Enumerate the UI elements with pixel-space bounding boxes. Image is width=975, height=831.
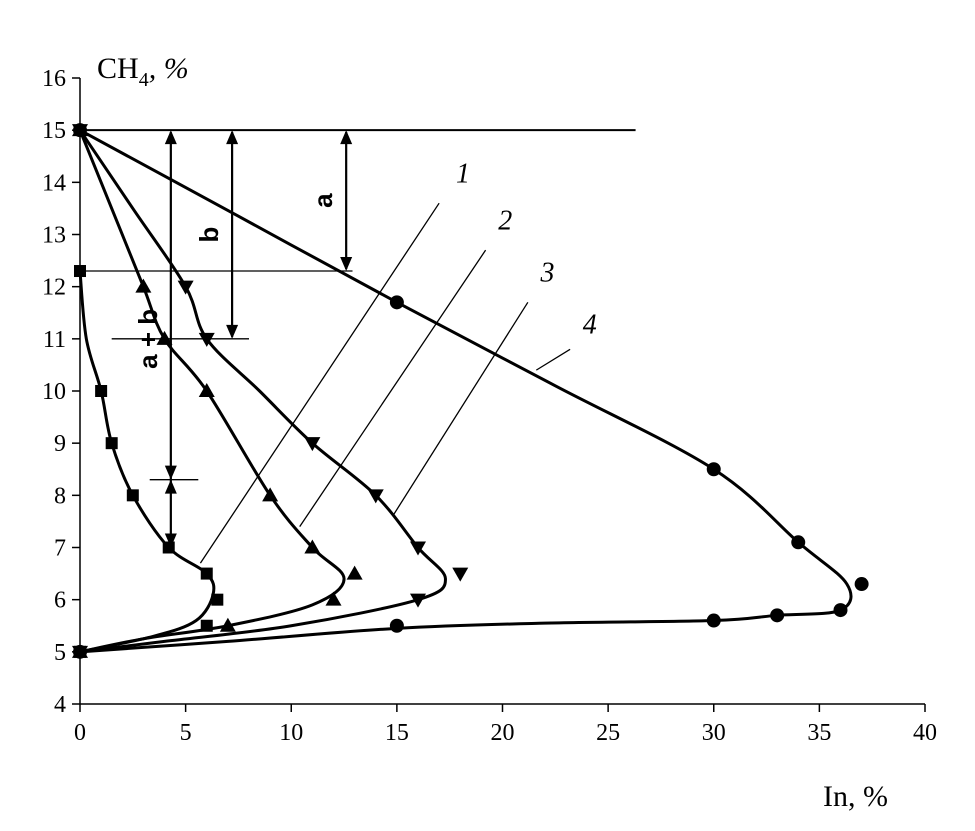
arrow-head	[164, 130, 177, 145]
arrow-head	[340, 257, 353, 272]
data-point-2	[346, 565, 363, 580]
x-tick-label: 0	[74, 720, 86, 746]
curve-label-leader	[199, 202, 440, 564]
x-tick-label: 5	[180, 720, 192, 746]
annotation-label: a + b	[133, 309, 163, 369]
data-point-2	[198, 383, 215, 397]
curve-label: 4	[583, 310, 597, 341]
data-point-3	[367, 489, 384, 504]
data-point-1	[105, 437, 118, 450]
data-point-3	[177, 280, 194, 295]
data-point-4	[833, 603, 848, 618]
data-point-1	[74, 265, 86, 278]
reference-lines	[80, 129, 636, 481]
series-line-2	[78, 128, 346, 654]
data-point-2	[325, 591, 342, 606]
data-point-1	[200, 567, 213, 580]
data-point-4	[389, 618, 404, 633]
data-point-1	[200, 619, 213, 632]
curve-label-leader	[392, 301, 529, 517]
data-point-1	[162, 541, 175, 554]
data-point-3	[410, 593, 426, 608]
y-tick-label: 4	[54, 692, 66, 718]
y-tick-label: 13	[42, 223, 66, 249]
data-point-4	[706, 462, 721, 477]
data-point-2	[262, 487, 279, 502]
y-tick-label: 15	[42, 118, 66, 144]
y-tick-label: 11	[43, 327, 66, 353]
data-point-3	[198, 332, 215, 347]
data-point-4	[770, 608, 785, 623]
arrow-head	[164, 465, 177, 480]
arrow-head	[226, 324, 239, 339]
curve-label: 3	[540, 257, 555, 288]
series-line-4	[78, 128, 853, 654]
x-tick-label: 30	[702, 720, 726, 746]
data-point-4	[706, 613, 721, 628]
curve-label: 1	[456, 158, 470, 189]
series-curves	[78, 128, 853, 654]
data-point-4	[389, 295, 404, 310]
curve-label: 2	[498, 205, 512, 236]
arrow-head	[164, 533, 177, 548]
x-tick-label: 15	[385, 720, 409, 746]
x-tick-label: 20	[491, 720, 515, 746]
arrow-head	[164, 479, 177, 494]
data-point-3	[452, 567, 469, 582]
y-axis-label: CH4, %	[97, 52, 189, 91]
y-tick-label: 7	[54, 536, 66, 562]
data-point-4	[791, 535, 806, 550]
data-point-2	[156, 330, 173, 345]
data-point-3	[410, 541, 426, 556]
curve-label-leader	[299, 249, 487, 527]
x-tick-label: 35	[807, 720, 831, 746]
annotation-label: a	[308, 193, 338, 208]
data-point-2	[304, 539, 321, 554]
y-tick-label: 9	[54, 431, 66, 457]
data-point-1	[95, 385, 108, 397]
x-axis-label: In, %	[823, 780, 888, 813]
data-point-1	[126, 489, 139, 502]
x-tick-label: 25	[596, 720, 620, 746]
data-point-1	[211, 593, 224, 606]
curve-label-leader	[535, 348, 571, 371]
data-point-4	[73, 644, 87, 659]
y-tick-label: 10	[42, 379, 66, 405]
annotations: a b a + b	[133, 130, 353, 548]
arrow-head	[340, 130, 353, 145]
y-tick-label: 14	[42, 170, 66, 196]
y-tick-label: 16	[42, 66, 66, 92]
data-point-4	[854, 577, 869, 592]
y-tick-label: 6	[54, 588, 66, 614]
annotation-label: b	[194, 227, 224, 243]
x-tick-label: 40	[913, 720, 937, 746]
y-tick-label: 5	[54, 640, 66, 666]
x-tick-label: 10	[279, 720, 303, 746]
y-tick-label: 12	[42, 275, 66, 301]
y-tick-label: 8	[54, 483, 66, 509]
data-point-2	[135, 278, 152, 293]
series-markers	[72, 122, 869, 660]
arrow-head	[226, 130, 239, 145]
data-point-2	[219, 617, 236, 632]
data-point-3	[304, 437, 321, 452]
data-point-4	[73, 123, 87, 138]
